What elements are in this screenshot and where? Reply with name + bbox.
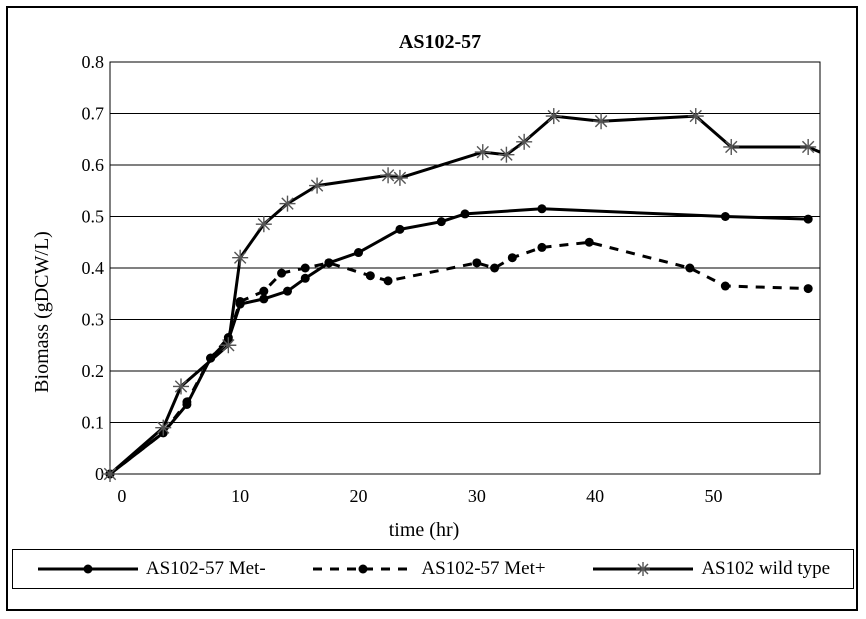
- data-point: [472, 258, 482, 268]
- x-tick-label: 40: [586, 486, 604, 506]
- series-wild-type: [102, 108, 821, 482]
- data-point: [220, 337, 237, 354]
- y-tick-label: 0.4: [82, 258, 105, 278]
- data-point: [584, 237, 594, 247]
- marker-stroke: [547, 109, 560, 123]
- legend-swatch-met-minus: [37, 564, 138, 574]
- data-point: [498, 146, 515, 163]
- marker-stroke: [174, 380, 188, 393]
- x-tick-label: 10: [231, 486, 249, 506]
- data-point: [365, 271, 375, 281]
- data-point: [545, 108, 562, 125]
- data-point: [102, 466, 118, 482]
- data-point: [800, 138, 817, 155]
- data-point: [723, 138, 740, 155]
- data-point: [720, 281, 730, 291]
- legend-item-met-plus: AS102-57 Met+: [311, 558, 546, 580]
- legend-label-met-minus: AS102-57 Met-: [145, 558, 266, 579]
- marker-stroke: [476, 145, 489, 159]
- data-point: [283, 286, 292, 296]
- data-point: [507, 253, 517, 263]
- data-point: [460, 209, 470, 219]
- data-point: [255, 216, 272, 233]
- marker-stroke: [157, 421, 170, 434]
- series-layer: [102, 108, 821, 482]
- x-tick-labels: 0 10 20 30 40 50: [117, 486, 722, 506]
- data-point: [235, 296, 245, 306]
- data-point: [803, 214, 813, 224]
- y-tick-labels: 0 0.1 0.2 0.3 0.4 0.5 0.6 0.7 0.8: [82, 52, 105, 484]
- marker-stroke: [257, 218, 271, 231]
- data-point: [391, 169, 408, 186]
- legend-label-met-plus: AS102-57 Met+: [421, 558, 546, 579]
- marker-stroke: [801, 140, 815, 154]
- data-point: [279, 195, 296, 212]
- data-point: [259, 294, 269, 304]
- x-axis-label: time (hr): [389, 519, 460, 541]
- legend-swatch-wild-type: [593, 562, 694, 576]
- marker-stroke: [281, 197, 294, 210]
- y-tick-label: 0.1: [82, 413, 105, 433]
- y-tick-label: 0.5: [82, 207, 105, 227]
- marker-stroke: [381, 169, 395, 182]
- data-point: [436, 217, 446, 227]
- y-tick-label: 0.8: [82, 52, 105, 72]
- marker-stroke: [393, 171, 407, 185]
- marker-stroke: [500, 148, 513, 161]
- marker-stroke: [103, 467, 117, 481]
- data-point: [685, 263, 695, 273]
- data-point: [182, 397, 192, 407]
- data-point: [324, 258, 334, 268]
- data-point: [259, 286, 269, 296]
- marker-stroke: [233, 251, 247, 264]
- y-axis-label: Biomass (gDCW/L): [31, 231, 53, 393]
- y-tick-label: 0.7: [82, 104, 105, 124]
- data-point: [232, 249, 249, 266]
- marker-stroke: [689, 109, 702, 123]
- data-point: [593, 113, 610, 130]
- data-point: [300, 263, 310, 273]
- data-point: [277, 268, 287, 278]
- data-point: [309, 177, 326, 194]
- legend: AS102-57 Met- AS102-57 Met+ AS102 wild t…: [12, 549, 854, 589]
- x-tick-label: 0: [117, 486, 126, 506]
- data-point: [395, 224, 405, 234]
- y-tick-label: 0.6: [82, 155, 105, 175]
- y-tick-label: 0.2: [82, 361, 105, 381]
- legend-item-wild-type: AS102 wild type: [591, 558, 830, 580]
- chart-title: AS102-57: [399, 31, 481, 53]
- data-point: [474, 144, 491, 161]
- data-point: [300, 273, 310, 283]
- data-point: [354, 248, 363, 258]
- data-point: [516, 133, 533, 150]
- legend-label-wild-type: AS102 wild type: [701, 558, 831, 579]
- data-point: [720, 212, 730, 221]
- data-point: [803, 284, 813, 294]
- marker-stroke: [310, 179, 324, 192]
- marker-stroke: [222, 339, 235, 352]
- data-point: [687, 108, 704, 125]
- y-tick-label: 0: [95, 464, 104, 484]
- data-point: [155, 419, 172, 436]
- x-tick-label: 30: [468, 486, 486, 506]
- marker-stroke: [725, 140, 738, 154]
- y-tick-label: 0.3: [82, 310, 105, 330]
- x-tick-label: 50: [705, 486, 723, 506]
- legend-item-met-minus: AS102-57 Met-: [36, 558, 266, 580]
- data-point: [537, 204, 547, 214]
- data-point: [173, 378, 189, 395]
- marker-stroke: [517, 135, 531, 149]
- data-point: [490, 263, 500, 273]
- series-met-plus-line: [109, 240, 809, 476]
- data-point: [383, 276, 393, 286]
- marker-stroke: [594, 115, 608, 128]
- x-tick-label: 20: [350, 486, 368, 506]
- data-point: [537, 242, 547, 252]
- data-point: [380, 167, 397, 184]
- legend-swatch-met-plus: [313, 564, 414, 574]
